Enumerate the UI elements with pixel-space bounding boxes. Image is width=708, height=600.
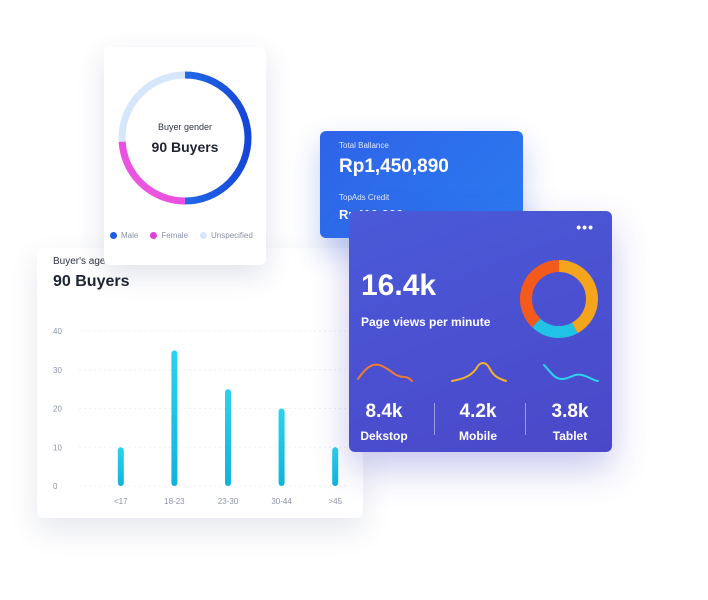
- x-tick-label: 30-44: [271, 497, 292, 506]
- bar-18-23[interactable]: [171, 350, 178, 486]
- mobile-sparkline: [451, 362, 507, 382]
- more-dots-icon[interactable]: •••: [576, 219, 594, 235]
- buyer-age-headline: 90 Buyers: [53, 273, 130, 290]
- legend-dot-male: [110, 232, 117, 239]
- desktop-label: Dekstop: [360, 429, 408, 443]
- page-views-donut: [520, 260, 598, 338]
- y-tick-label: 0: [53, 482, 58, 491]
- buyer-gender-legend: Male Female Unspecified: [110, 231, 265, 240]
- y-tick-label: 40: [53, 327, 62, 336]
- y-tick-label: 30: [53, 366, 62, 375]
- tablet-sparkline: [543, 364, 599, 382]
- y-tick-label: 20: [53, 405, 62, 414]
- buyer-gender-card: Buyer gender 90 Buyers Male Female Unspe…: [104, 47, 266, 265]
- page-views-label: Page views per minute: [361, 315, 491, 329]
- donut-segment: [520, 260, 598, 338]
- buyer-gender-value: 90 Buyers: [151, 139, 219, 155]
- stat-tablet: 3.8k Tablet: [530, 357, 610, 443]
- x-tick-label: 23-30: [218, 497, 239, 506]
- legend-label-unspecified: Unspecified: [211, 231, 253, 240]
- donut-segment: [118, 71, 252, 205]
- stat-mobile: 4.2k Mobile: [438, 357, 518, 443]
- topads-credit-label: TopAds Credit: [339, 193, 390, 202]
- bar-30-44[interactable]: [278, 408, 285, 487]
- buyer-gender-donut: [118, 71, 252, 205]
- sparkline-path: [543, 364, 599, 382]
- tablet-label: Tablet: [552, 429, 588, 443]
- legend-item-unspecified: Unspecified: [200, 231, 253, 240]
- stat-desktop: 8.4k Dekstop: [344, 357, 424, 443]
- donut-segment: [520, 260, 598, 338]
- desktop-sparkline: [357, 363, 413, 382]
- stat-divider: [434, 403, 435, 435]
- legend-item-male: Male: [110, 231, 138, 240]
- sparkline-path: [357, 363, 413, 382]
- mobile-value: 4.2k: [459, 401, 497, 422]
- desktop-value: 8.4k: [365, 401, 403, 422]
- page-views-value: 16.4k: [361, 269, 437, 302]
- stat-divider: [525, 403, 526, 435]
- y-tick-label: 10: [53, 443, 62, 452]
- bar-<17[interactable]: [117, 447, 124, 486]
- x-tick-label: >45: [328, 497, 342, 506]
- buyer-age-card: Buyer's age 90 Buyers 0 10 20 30 40 <17 18-23 2…: [37, 248, 363, 518]
- x-tick-label: <17: [114, 497, 128, 506]
- bar-23-30[interactable]: [225, 389, 231, 486]
- buyer-age-chart: 0 10 20 30 40 <17 18-23 23-30 30-44 >45: [53, 327, 347, 506]
- legend-label-female: Female: [161, 231, 189, 240]
- legend-dot-unspecified: [200, 232, 208, 239]
- legend-dot-female: [150, 232, 158, 239]
- legend-label-male: Male: [121, 231, 139, 240]
- mobile-label: Mobile: [459, 429, 497, 443]
- x-tick-label: 18-23: [164, 497, 185, 506]
- total-balance-label: Total Ballance: [339, 141, 389, 150]
- buyer-age-title: Buyer's age: [53, 256, 106, 267]
- sparkline-path: [451, 362, 507, 382]
- tablet-value: 3.8k: [551, 401, 589, 422]
- total-balance-value: Rp1,450,890: [339, 156, 449, 177]
- bar->45[interactable]: [332, 447, 339, 486]
- buyer-gender-label: Buyer gender: [157, 122, 213, 132]
- page-views-card: ••• 16.4k Page views per minute 8.4k Dek…: [349, 211, 612, 452]
- legend-item-female: Female: [150, 231, 188, 240]
